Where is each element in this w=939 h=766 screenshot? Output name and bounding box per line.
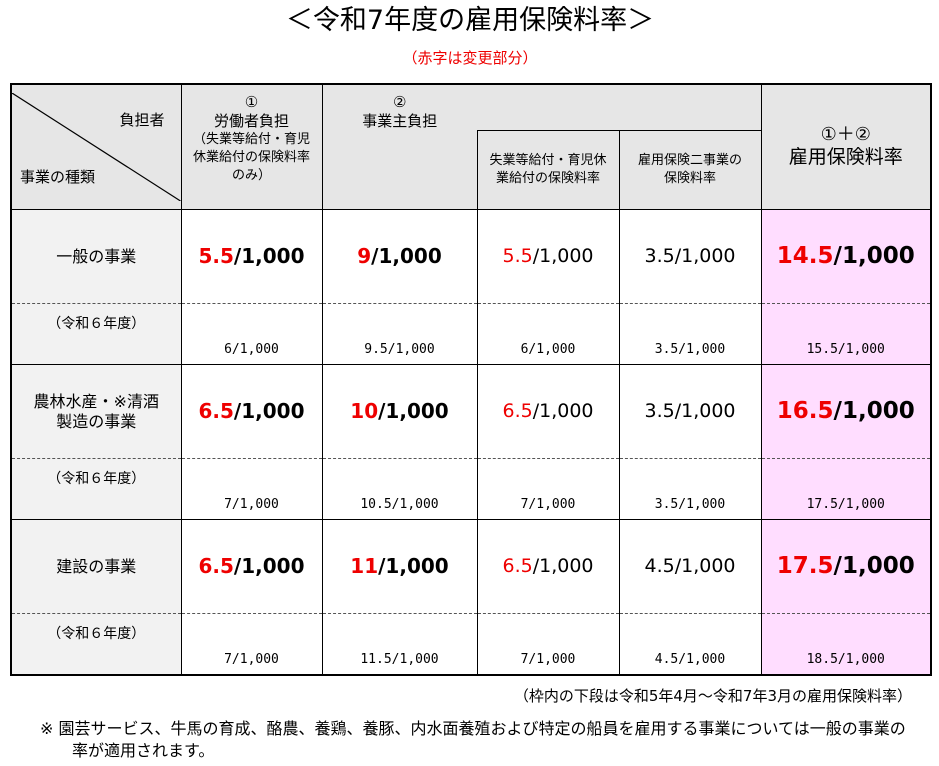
corner-bottom-label: 事業の種類 xyxy=(20,168,96,187)
rate-denominator: /1,000 xyxy=(532,244,594,267)
rate-denominator: /1,000 xyxy=(233,399,305,423)
rate-cell: 5.5/1,000 xyxy=(476,209,620,304)
previous-label: （令和６年度） xyxy=(10,303,182,365)
previous-rate-cell: 15.5/1,000 xyxy=(760,303,932,365)
worker-note: （失業等給付・育児休業給付の保険料率のみ） xyxy=(192,131,310,183)
previous-label: （令和６年度） xyxy=(10,613,182,676)
changed-value: 6.5 xyxy=(198,399,234,423)
business-type: 建設の事業 xyxy=(10,519,182,614)
total-header: ①＋② 雇用保険料率 xyxy=(760,83,932,210)
page-title: ＜令和7年度の雇用保険料率＞ xyxy=(285,5,655,36)
rate-cell: 9/1,000 xyxy=(321,209,478,304)
changed-value: 11 xyxy=(350,554,379,578)
employer-header: ② 事業主負担 xyxy=(321,83,477,131)
changed-value: 6.5 xyxy=(198,554,234,578)
rate-cell: 6.5/1,000 xyxy=(180,519,323,614)
previous-rate-cell: 6/1,000 xyxy=(476,303,620,365)
previous-rate-cell: 7/1,000 xyxy=(476,458,620,520)
insurance-rate-table: 負担者 事業の種類 ① 労働者負担 （失業等給付・育児休業給付の保険料率のみ） … xyxy=(10,83,932,676)
table-row: 農林水産・※清酒製造の事業 6.5/1,000 10/1,000 6.5/1,000… xyxy=(10,364,932,459)
previous-label: （令和６年度） xyxy=(10,458,182,520)
previous-rate-cell: 6/1,000 xyxy=(180,303,323,365)
worker-label: 労働者負担 xyxy=(213,111,289,130)
employer-sub2-header: 雇用保険二事業の保険料率 xyxy=(618,130,762,210)
rate-denominator: /1,000 xyxy=(378,554,449,578)
employer-num: ② xyxy=(393,93,407,111)
previous-rate-cell: 7/1,000 xyxy=(180,458,323,520)
employer-header-fill xyxy=(477,83,762,131)
rate-cell: 16.5/1,000 xyxy=(760,364,932,459)
footnote: ※ 園芸サービス、牛馬の育成、酪農、養鶏、養豚、内水面養殖および特定の船員を雇用… xyxy=(40,719,906,760)
previous-rate-cell: 4.5/1,000 xyxy=(618,613,762,676)
previous-rate-cell: 11.5/1,000 xyxy=(321,613,478,676)
table-row-previous: （令和６年度） 6/1,000 9.5/1,000 6/1,000 3.5/1,000… xyxy=(10,303,932,365)
rate-cell: 14.5/1,000 xyxy=(760,209,932,304)
changed-value: 5.5 xyxy=(198,244,234,268)
corner-header: 負担者 事業の種類 xyxy=(10,83,182,210)
previous-rate-cell: 3.5/1,000 xyxy=(618,303,762,365)
corner-top-label: 負担者 xyxy=(119,111,165,129)
changed-value: 6.5 xyxy=(502,554,533,577)
previous-rate-cell: 7/1,000 xyxy=(476,613,620,676)
rate-cell: 3.5/1,000 xyxy=(618,209,762,304)
rate-cell: 5.5/1,000 xyxy=(180,209,323,304)
worker-num: ① xyxy=(244,93,259,111)
rate-denominator: /1,000 xyxy=(371,244,442,268)
rate-denominator: /1,000 xyxy=(833,553,915,580)
previous-rate-cell: 17.5/1,000 xyxy=(760,458,932,520)
previous-rate-cell: 7/1,000 xyxy=(180,613,323,676)
rate-cell: 10/1,000 xyxy=(321,364,478,459)
rate-denominator: /1,000 xyxy=(833,243,915,270)
table-row: 建設の事業 6.5/1,000 11/1,000 6.5/1,000 4.5/1,0… xyxy=(10,519,932,614)
rate-cell: 6.5/1,000 xyxy=(476,519,620,614)
rate-denominator: /1,000 xyxy=(378,399,449,423)
diagonal-line xyxy=(12,93,181,201)
employer-sub1-header: 失業等給付・育児休業給付の保険料率 xyxy=(476,130,620,210)
business-type: 農林水産・※清酒製造の事業 xyxy=(10,364,182,459)
previous-rate-cell: 9.5/1,000 xyxy=(321,303,478,365)
changed-value: 14.5 xyxy=(776,243,834,270)
worker-header: ① 労働者負担 （失業等給付・育児休業給付の保険料率のみ） xyxy=(180,83,323,210)
previous-rate-cell: 10.5/1,000 xyxy=(321,458,478,520)
rate-denominator: /1,000 xyxy=(833,398,915,425)
rate-cell: 6.5/1,000 xyxy=(476,364,620,459)
employer-header-spacer xyxy=(321,130,478,210)
rate-cell: 11/1,000 xyxy=(321,519,478,614)
changed-value: 17.5 xyxy=(776,553,834,580)
previous-rate-cell: 18.5/1,000 xyxy=(760,613,932,676)
rate-cell: 4.5/1,000 xyxy=(618,519,762,614)
rate-cell: 3.5/1,000 xyxy=(618,364,762,459)
previous-rate-cell: 3.5/1,000 xyxy=(618,458,762,520)
changed-value: 9 xyxy=(357,244,372,268)
table-row: 一般の事業 5.5/1,000 9/1,000 5.5/1,000 3.5/1,00… xyxy=(10,209,932,304)
changed-value: 5.5 xyxy=(502,244,533,267)
table-row-previous: （令和６年度） 7/1,000 11.5/1,000 7/1,000 4.5/1,00… xyxy=(10,613,932,676)
changed-value: 6.5 xyxy=(502,399,533,422)
total-label: 雇用保険料率 xyxy=(788,146,903,169)
business-type: 一般の事業 xyxy=(10,209,182,304)
rate-denominator: /1,000 xyxy=(532,554,594,577)
subtitle: （赤字は変更部分） xyxy=(402,49,538,67)
rate-denominator: /1,000 xyxy=(532,399,594,422)
employer-label: 事業主負担 xyxy=(362,111,438,130)
changed-value: 16.5 xyxy=(776,398,834,425)
changed-value: 10 xyxy=(350,399,379,423)
rate-denominator: /1,000 xyxy=(233,244,305,268)
rate-denominator: /1,000 xyxy=(233,554,305,578)
table-row-previous: （令和６年度） 7/1,000 10.5/1,000 7/1,000 3.5/1,00… xyxy=(10,458,932,520)
period-note: （枠内の下段は令和5年4月～令和7年3月の雇用保険料率） xyxy=(513,687,912,705)
total-num: ①＋② xyxy=(820,123,871,145)
rate-cell: 6.5/1,000 xyxy=(180,364,323,459)
rate-cell: 17.5/1,000 xyxy=(760,519,932,614)
